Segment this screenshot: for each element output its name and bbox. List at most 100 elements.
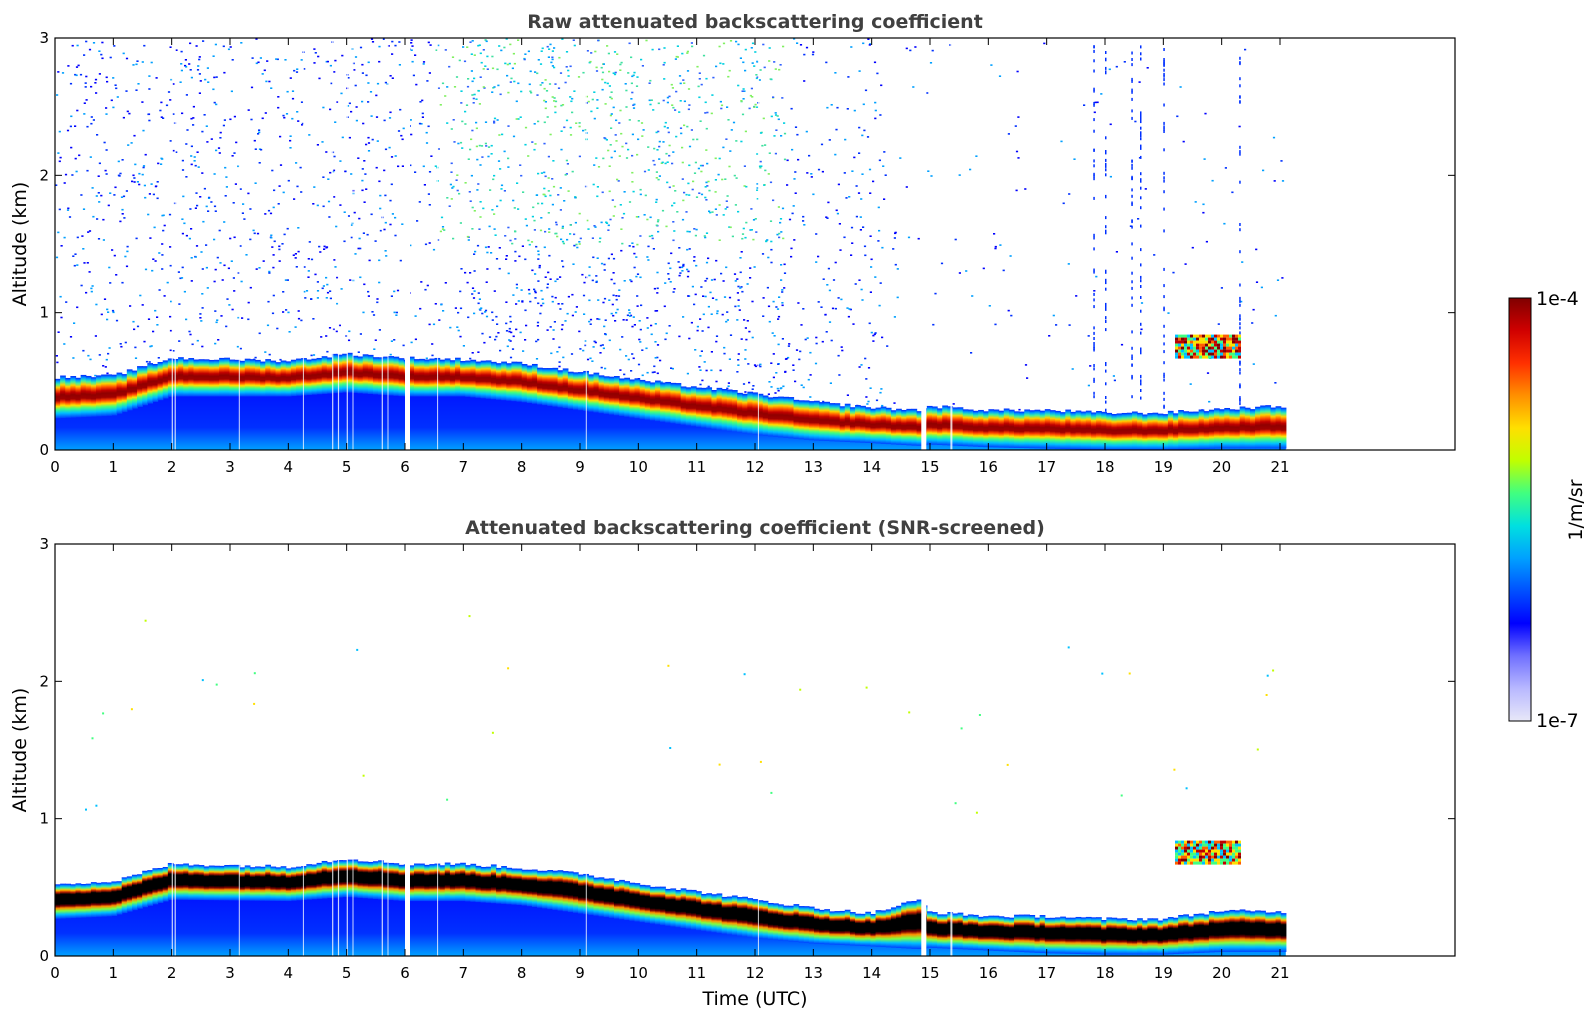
noise-dot bbox=[737, 285, 740, 288]
elevated-pixel bbox=[1178, 852, 1181, 856]
noise-dot bbox=[688, 230, 691, 233]
elevated-pixel bbox=[1211, 346, 1214, 350]
noise-dot bbox=[656, 271, 659, 274]
noise-dot bbox=[443, 229, 446, 231]
noise-dot bbox=[837, 354, 840, 357]
noise-dot bbox=[746, 320, 749, 322]
noise-dot bbox=[269, 212, 273, 215]
gap-streak bbox=[405, 38, 410, 450]
noise-dot bbox=[838, 374, 841, 376]
noise-dot bbox=[227, 48, 231, 51]
elevated-pixel bbox=[1220, 346, 1223, 350]
noise-dot bbox=[107, 352, 110, 355]
noise-dot bbox=[1140, 186, 1142, 190]
noise-dot bbox=[131, 180, 134, 183]
noise-dot bbox=[1018, 408, 1021, 411]
noise-dot bbox=[530, 91, 533, 94]
elevated-pixel bbox=[1202, 852, 1205, 856]
elevated-pixel bbox=[1193, 843, 1196, 847]
noise-dot bbox=[558, 365, 561, 368]
x-tick-label: 2 bbox=[167, 964, 177, 982]
noise-dot bbox=[564, 81, 567, 84]
noise-dot bbox=[409, 244, 412, 247]
elevated-pixel bbox=[1211, 846, 1214, 850]
noise-dot bbox=[591, 98, 594, 101]
noise-dot bbox=[556, 235, 559, 238]
noise-dot bbox=[806, 337, 809, 339]
noise-dot bbox=[456, 174, 459, 176]
noise-dot bbox=[1115, 251, 1118, 253]
noise-dot bbox=[881, 246, 884, 249]
noise-dot bbox=[106, 372, 109, 375]
elevated-pixel bbox=[1205, 861, 1208, 865]
noise-dot bbox=[826, 106, 829, 109]
speckle bbox=[144, 619, 147, 622]
noise-dot bbox=[753, 266, 756, 268]
noise-dot bbox=[607, 224, 610, 227]
noise-dot bbox=[662, 64, 665, 66]
noise-dot bbox=[253, 139, 256, 142]
noise-dot bbox=[282, 114, 285, 117]
noise-dot bbox=[667, 278, 671, 280]
speckle bbox=[215, 683, 218, 686]
noise-dot bbox=[1251, 322, 1254, 324]
noise-dot bbox=[375, 166, 378, 169]
layer-strip bbox=[896, 408, 902, 445]
noise-dot bbox=[729, 226, 732, 229]
noise-dot bbox=[772, 199, 775, 202]
noise-dot bbox=[615, 119, 618, 122]
noise-dot bbox=[115, 87, 118, 90]
layer-strip bbox=[655, 380, 661, 422]
noise-dot bbox=[202, 220, 205, 223]
noise-dot bbox=[742, 383, 746, 385]
noise-dot bbox=[622, 319, 625, 321]
layer-strip bbox=[326, 357, 333, 394]
noise-dot bbox=[333, 196, 336, 198]
elevated-pixel bbox=[1217, 843, 1220, 847]
noise-dot bbox=[782, 237, 785, 240]
noise-dot bbox=[773, 335, 776, 337]
noise-dot bbox=[756, 106, 759, 108]
elevated-pixel bbox=[1187, 855, 1190, 859]
noise-dot bbox=[1241, 261, 1244, 263]
noise-dot bbox=[643, 214, 646, 216]
noise-dot bbox=[1167, 312, 1170, 314]
speckle bbox=[960, 727, 963, 730]
noise-dot bbox=[566, 163, 569, 165]
noise-dot bbox=[1163, 121, 1165, 125]
noise-dot bbox=[1131, 354, 1133, 358]
noise-dot bbox=[652, 109, 655, 111]
noise-dot bbox=[869, 235, 872, 237]
noise-dot bbox=[450, 171, 453, 173]
noise-dot bbox=[631, 91, 634, 94]
noise-dot bbox=[711, 297, 715, 299]
noise-dot bbox=[268, 272, 271, 274]
noise-dot bbox=[628, 309, 631, 311]
elevated-pixel bbox=[1223, 861, 1226, 865]
noise-dot bbox=[971, 295, 974, 297]
layer-strip bbox=[1044, 917, 1051, 954]
noise-dot bbox=[74, 157, 77, 160]
noise-dot bbox=[1163, 391, 1165, 395]
layer-strip bbox=[1080, 411, 1087, 450]
noise-dot bbox=[1105, 316, 1107, 320]
elevated-pixel bbox=[1175, 340, 1178, 344]
noise-dot bbox=[505, 258, 508, 260]
x-tick-label: 13 bbox=[804, 964, 823, 982]
noise-dot bbox=[334, 121, 337, 123]
noise-dot bbox=[373, 348, 376, 350]
noise-dot bbox=[917, 237, 920, 240]
noise-dot bbox=[312, 318, 315, 320]
noise-dot bbox=[728, 165, 731, 168]
noise-dot bbox=[667, 273, 670, 275]
noise-dot bbox=[473, 290, 476, 292]
noise-dot bbox=[125, 90, 128, 92]
layer-strip bbox=[260, 866, 266, 901]
noise-dot bbox=[1163, 82, 1165, 86]
layer-strip bbox=[162, 866, 169, 902]
noise-dot bbox=[1239, 299, 1241, 303]
noise-dot bbox=[421, 99, 424, 102]
noise-dot bbox=[364, 173, 367, 175]
noise-dot bbox=[533, 148, 536, 151]
noise-dot bbox=[102, 365, 105, 367]
